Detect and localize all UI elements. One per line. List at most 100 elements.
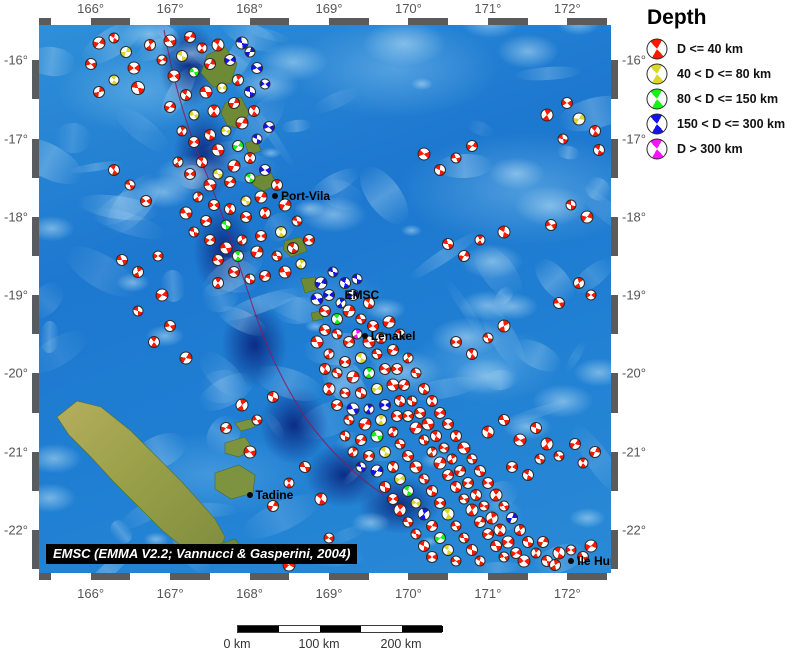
focal-mechanism-icon[interactable] [247,105,260,118]
focal-mechanism-icon[interactable] [386,461,399,474]
focal-mechanism-icon[interactable] [212,168,224,180]
focal-mechanism-icon[interactable] [370,383,383,396]
focal-mechanism-icon[interactable] [342,304,356,318]
focal-mechanism-icon[interactable] [219,241,233,255]
focal-mechanism-icon[interactable] [414,406,427,419]
focal-mechanism-icon[interactable] [465,347,478,360]
focal-mechanism-icon[interactable] [410,367,422,379]
focal-mechanism-icon[interactable] [465,503,479,517]
focal-mechanism-icon[interactable] [220,219,232,231]
focal-mechanism-icon[interactable] [426,551,439,564]
focal-mechanism-icon[interactable] [342,336,355,349]
focal-mechanism-icon[interactable] [446,453,458,465]
focal-mechanism-icon[interactable] [227,159,241,173]
focal-mechanism-icon[interactable] [295,258,307,270]
focal-mechanism-icon[interactable] [589,124,602,137]
focal-mechanism-icon[interactable] [454,465,467,478]
focal-mechanism-icon[interactable] [465,543,478,556]
focal-mechanism-icon[interactable] [585,289,597,301]
focal-mechanism-icon[interactable] [211,277,224,290]
focal-mechanism-icon[interactable] [521,469,534,482]
focal-mechanism-icon[interactable] [223,175,236,188]
focal-mechanism-icon[interactable] [498,500,510,512]
focal-mechanism-icon[interactable] [310,292,324,306]
focal-mechanism-icon[interactable] [530,547,542,559]
focal-mechanism-icon[interactable] [393,503,407,517]
focal-mechanism-icon[interactable] [278,198,292,212]
focal-mechanism-icon[interactable] [140,195,153,208]
focal-mechanism-icon[interactable] [565,544,577,555]
focal-mechanism-icon[interactable] [231,140,244,153]
focal-mechanism-icon[interactable] [450,520,462,532]
focal-mechanism-icon[interactable] [577,457,589,469]
focal-mechanism-icon[interactable] [267,390,280,403]
focal-mechanism-icon[interactable] [331,367,343,379]
focal-mechanism-icon[interactable] [442,469,455,482]
focal-mechanism-icon[interactable] [418,539,431,552]
focal-mechanism-icon[interactable] [354,386,367,399]
focal-mechanism-icon[interactable] [458,532,470,544]
focal-mechanism-icon[interactable] [179,89,192,102]
focal-mechanism-icon[interactable] [207,104,221,118]
focal-mechanism-icon[interactable] [148,336,161,349]
focal-mechanism-icon[interactable] [196,42,208,54]
focal-mechanism-icon[interactable] [398,379,411,392]
focal-mechanism-icon[interactable] [646,63,668,84]
focal-mechanism-icon[interactable] [223,54,236,67]
focal-mechanism-icon[interactable] [378,398,391,411]
focal-mechanism-icon[interactable] [251,133,263,144]
focal-mechanism-icon[interactable] [387,426,399,438]
focal-mechanism-icon[interactable] [434,406,447,419]
focal-mechanism-icon[interactable] [199,85,213,99]
focal-mechanism-icon[interactable] [481,527,494,540]
focal-mechanism-icon[interactable] [319,324,331,337]
focal-mechanism-icon[interactable] [314,276,328,290]
focal-mechanism-icon[interactable] [323,348,335,360]
focal-mechanism-icon[interactable] [314,492,328,506]
focal-mechanism-icon[interactable] [303,234,316,247]
focal-mechanism-icon[interactable] [163,34,177,48]
focal-mechanism-icon[interactable] [441,507,455,521]
focal-mechanism-icon[interactable] [390,363,403,376]
focal-mechanism-icon[interactable] [108,163,121,176]
focal-mechanism-icon[interactable] [338,277,351,290]
focal-mechanism-icon[interactable] [176,125,188,137]
focal-mechanism-icon[interactable] [386,378,400,392]
focal-mechanism-icon[interactable] [537,535,550,548]
focal-mechanism-icon[interactable] [144,38,157,51]
focal-mechanism-icon[interactable] [310,335,324,349]
focal-mechanism-icon[interactable] [211,38,225,52]
focal-mechanism-icon[interactable] [127,61,141,75]
focal-mechanism-icon[interactable] [572,112,586,126]
focal-mechanism-icon[interactable] [287,242,300,255]
focal-mechanism-icon[interactable] [235,398,249,412]
focal-mechanism-icon[interactable] [394,328,406,340]
focal-mechanism-icon[interactable] [271,179,284,192]
focal-mechanism-icon[interactable] [338,355,351,368]
focal-mechanism-icon[interactable] [362,449,375,462]
focal-mechanism-icon[interactable] [203,234,216,247]
focal-mechanism-icon[interactable] [211,143,225,157]
focal-mechanism-icon[interactable] [593,144,606,157]
focal-mechanism-icon[interactable] [497,319,511,333]
focal-mechanism-icon[interactable] [231,73,244,86]
focal-mechanism-icon[interactable] [442,543,455,556]
focal-mechanism-icon[interactable] [240,195,252,207]
focal-mechanism-icon[interactable] [549,559,562,572]
focal-mechanism-icon[interactable] [255,230,268,243]
focal-mechanism-icon[interactable] [330,398,343,411]
focal-mechanism-icon[interactable] [244,46,256,58]
focal-mechanism-icon[interactable] [469,488,482,501]
focal-mechanism-icon[interactable] [553,450,565,462]
focal-mechanism-icon[interactable] [187,136,200,149]
focal-mechanism-icon[interactable] [219,422,232,435]
focal-mechanism-icon[interactable] [450,152,462,164]
focal-mechanism-icon[interactable] [466,453,478,465]
focal-mechanism-icon[interactable] [362,367,375,380]
focal-mechanism-icon[interactable] [493,523,507,537]
focal-mechanism-icon[interactable] [450,480,463,493]
focal-mechanism-icon[interactable] [529,422,542,435]
focal-mechanism-icon[interactable] [402,449,415,462]
focal-mechanism-icon[interactable] [386,492,399,505]
focal-mechanism-icon[interactable] [552,546,566,560]
